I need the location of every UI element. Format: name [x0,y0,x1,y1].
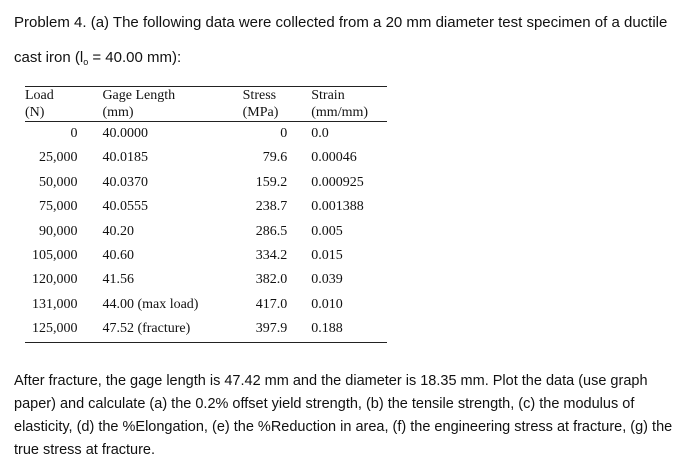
cell-gage-length: 40.20 [102,223,134,239]
header-gage-length: Gage Length [102,86,217,104]
cell-stress: 417.0 [255,296,288,312]
table-row: 90,000 40.20 286.5 0.005 [25,220,387,244]
cell-stress: 334.2 [255,248,288,264]
cell-stress: 0 [280,126,288,141]
table-row: 25,000 40.0185 79.6 0.00046 [25,146,387,170]
cell-stress: 286.5 [255,223,288,239]
cell-gage-length: 40.60 [102,248,134,264]
cell-load: 105,000 [31,248,78,264]
table-row: 75,000 40.0555 238.7 0.001388 [25,195,387,219]
problem-line-2-suffix: = 40.00 mm): [88,49,182,66]
cell-strain: 0.00046 [311,150,357,166]
cell-gage-length: 40.0000 [102,126,148,141]
table-row: 120,000 41.56 382.0 0.039 [25,268,387,292]
cell-stress: 382.0 [255,272,288,288]
cell-stress: 397.9 [216,317,312,343]
cell-load: 50,000 [38,174,78,190]
cell-strain: 0.188 [311,317,387,343]
cell-gage-length: 41.56 [102,272,134,288]
header-row-units: (N) (mm) (MPa) (mm/mm) [25,104,387,122]
cell-load: 25,000 [38,150,78,166]
cell-gage-length: 40.0555 [102,199,148,215]
table-row: 50,000 40.0370 159.2 0.000925 [25,171,387,195]
cell-strain: 0.000925 [311,174,364,190]
table-row: 125,000 47.52 (fracture) 397.9 0.188 [25,317,387,343]
header-strain: Strain [311,86,387,104]
cell-strain: 0.015 [311,248,343,264]
problem-line-1: Problem 4. (a) The following data were c… [14,14,668,31]
cell-strain: 0.010 [311,296,343,312]
table-row: 105,000 40.60 334.2 0.015 [25,244,387,268]
cell-strain: 0.039 [311,272,343,288]
header-stress-unit: (MPa) [216,104,312,122]
cell-load: 75,000 [38,199,78,215]
cell-gage-length: 40.0185 [102,150,148,166]
cell-stress: 79.6 [262,150,288,166]
problem-statement: Problem 4. (a) The following data were c… [14,5,690,80]
header-stress: Stress [216,86,312,104]
length-subscript: o [83,57,89,67]
cell-load: 90,000 [38,223,78,239]
cell-stress: 238.7 [255,199,288,215]
cell-gage-length: 40.0370 [102,174,148,190]
header-load: Load [25,86,103,104]
problem-line-2: cast iron (lo = 40.00 mm): [14,40,690,80]
header-strain-unit: (mm/mm) [311,104,387,122]
instructions-paragraph: After fracture, the gage length is 47.42… [14,373,673,458]
cell-strain: 0.0 [311,126,329,141]
cell-gage-length: 47.52 (fracture) [102,317,217,343]
data-table: Load Gage Length Stress Strain (N) (mm) … [25,86,387,343]
cell-load: 0 [70,126,78,141]
cell-load: 120,000 [31,272,78,288]
cell-strain: 0.005 [311,223,343,239]
problem-line-2-prefix: cast iron (l [14,49,84,66]
cell-load: 125,000 [25,317,103,343]
cell-strain: 0.001388 [311,199,364,215]
cell-gage-length: 44.00 (max load) [102,296,199,312]
header-load-unit: (N) [25,104,103,122]
table-row: 131,000 44.00 (max load) 417.0 0.010 [25,293,387,317]
header-gage-length-unit: (mm) [102,104,217,122]
header-row-titles: Load Gage Length Stress Strain [25,86,387,104]
cell-stress: 159.2 [255,174,288,190]
cell-load: 131,000 [31,296,78,312]
table-row: 0 40.0000 0 0.0 [25,122,387,147]
